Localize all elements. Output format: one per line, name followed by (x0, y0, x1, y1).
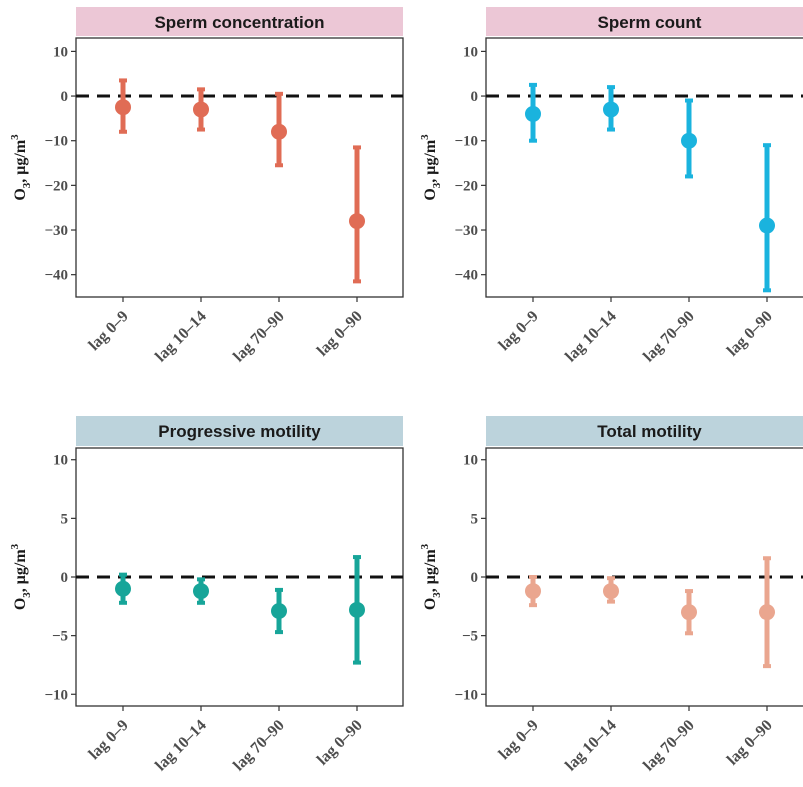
point-estimate (349, 601, 365, 618)
facet-title: Progressive motility (158, 422, 321, 441)
point-estimate (759, 217, 775, 234)
y-tick-label: −10 (44, 134, 68, 150)
point-estimate (349, 213, 365, 230)
y-tick-label: 10 (463, 44, 478, 60)
y-axis-title-part: , μg/m (12, 549, 29, 593)
y-tick-label: −30 (44, 223, 68, 239)
facet-strip (76, 416, 403, 446)
y-tick-label: −10 (454, 134, 478, 150)
y-tick-label: 0 (61, 89, 69, 105)
plot-panel (485, 37, 803, 298)
y-axis-title-superscript: 3 (419, 543, 431, 549)
point-estimate (271, 123, 287, 140)
facet-title: Sperm concentration (154, 13, 324, 32)
y-tick-label: 0 (471, 570, 479, 586)
y-axis-title-subscript: 3 (21, 182, 33, 188)
y-axis-title: O3, μg/m3 (419, 134, 443, 201)
x-tick-label: lag 0–90 (314, 717, 366, 769)
point-estimate (759, 604, 775, 621)
x-tick-label: lag 70–90 (230, 717, 288, 775)
y-axis-title-subscript: 3 (431, 592, 443, 598)
y-tick-label: −10 (454, 687, 478, 703)
y-tick-label: 10 (53, 44, 68, 60)
y-axis-title: O3, μg/m3 (419, 543, 443, 610)
x-tick-label: lag 10–14 (152, 308, 210, 366)
x-tick-label: lag 0–9 (86, 717, 132, 763)
x-tick-label: lag 0–90 (314, 308, 366, 360)
point-estimate (115, 580, 131, 597)
facet-strip (486, 416, 803, 446)
x-tick-label: lag 10–14 (562, 717, 620, 775)
y-axis-title-part: O (12, 598, 29, 610)
x-tick-label: lag 10–14 (562, 308, 620, 366)
facet-title: Sperm count (598, 13, 702, 32)
y-tick-label: 5 (471, 511, 479, 527)
y-tick-label: 5 (61, 511, 69, 527)
y-tick-label: 10 (53, 453, 68, 469)
y-tick-label: 0 (61, 570, 69, 586)
point-estimate (193, 101, 209, 118)
point-estimate (681, 604, 697, 621)
y-axis-title-superscript: 3 (9, 543, 21, 549)
x-tick-label: lag 0–90 (724, 717, 776, 769)
y-axis-title: O3, μg/m3 (9, 134, 33, 201)
x-tick-label: lag 0–90 (724, 308, 776, 360)
x-tick-label: lag 0–9 (496, 717, 542, 763)
y-axis-title-part: O (422, 188, 439, 200)
y-axis-title: O3, μg/m3 (9, 543, 33, 610)
y-axis-title-subscript: 3 (431, 182, 443, 188)
y-tick-label: −20 (454, 178, 478, 194)
y-axis-title-superscript: 3 (9, 134, 21, 140)
y-axis-title-part: , μg/m (422, 549, 439, 593)
y-tick-label: −40 (454, 268, 478, 284)
point-estimate (603, 101, 619, 118)
y-axis-title-superscript: 3 (419, 134, 431, 140)
y-tick-label: −30 (454, 223, 478, 239)
facet-title: Total motility (597, 422, 702, 441)
x-tick-label: lag 10–14 (152, 717, 210, 775)
y-tick-label: 10 (463, 453, 478, 469)
y-axis-title-part: , μg/m (12, 139, 29, 183)
point-estimate (525, 583, 541, 600)
facet-strip (486, 7, 803, 36)
point-estimate (271, 603, 287, 620)
y-tick-label: −20 (44, 178, 68, 194)
y-tick-label: −5 (52, 629, 68, 645)
x-tick-label: lag 70–90 (230, 308, 288, 366)
y-tick-label: −10 (44, 687, 68, 703)
x-tick-label: lag 70–90 (640, 717, 698, 775)
x-tick-label: lag 70–90 (640, 308, 698, 366)
point-estimate (525, 105, 541, 122)
y-tick-label: 0 (471, 89, 479, 105)
y-axis-title-part: O (12, 188, 29, 200)
point-estimate (115, 99, 131, 116)
point-estimate (681, 132, 697, 149)
plot-panel (75, 37, 404, 298)
y-tick-label: −5 (462, 629, 478, 645)
point-estimate (193, 583, 209, 600)
y-axis-title-part: O (422, 598, 439, 610)
y-axis-title-subscript: 3 (21, 592, 33, 598)
x-tick-label: lag 0–9 (496, 308, 542, 354)
facet-strip (76, 7, 403, 36)
y-tick-label: −40 (44, 268, 68, 284)
point-estimate (603, 583, 619, 600)
x-tick-label: lag 0–9 (86, 308, 132, 354)
y-axis-title-part: , μg/m (422, 139, 439, 183)
